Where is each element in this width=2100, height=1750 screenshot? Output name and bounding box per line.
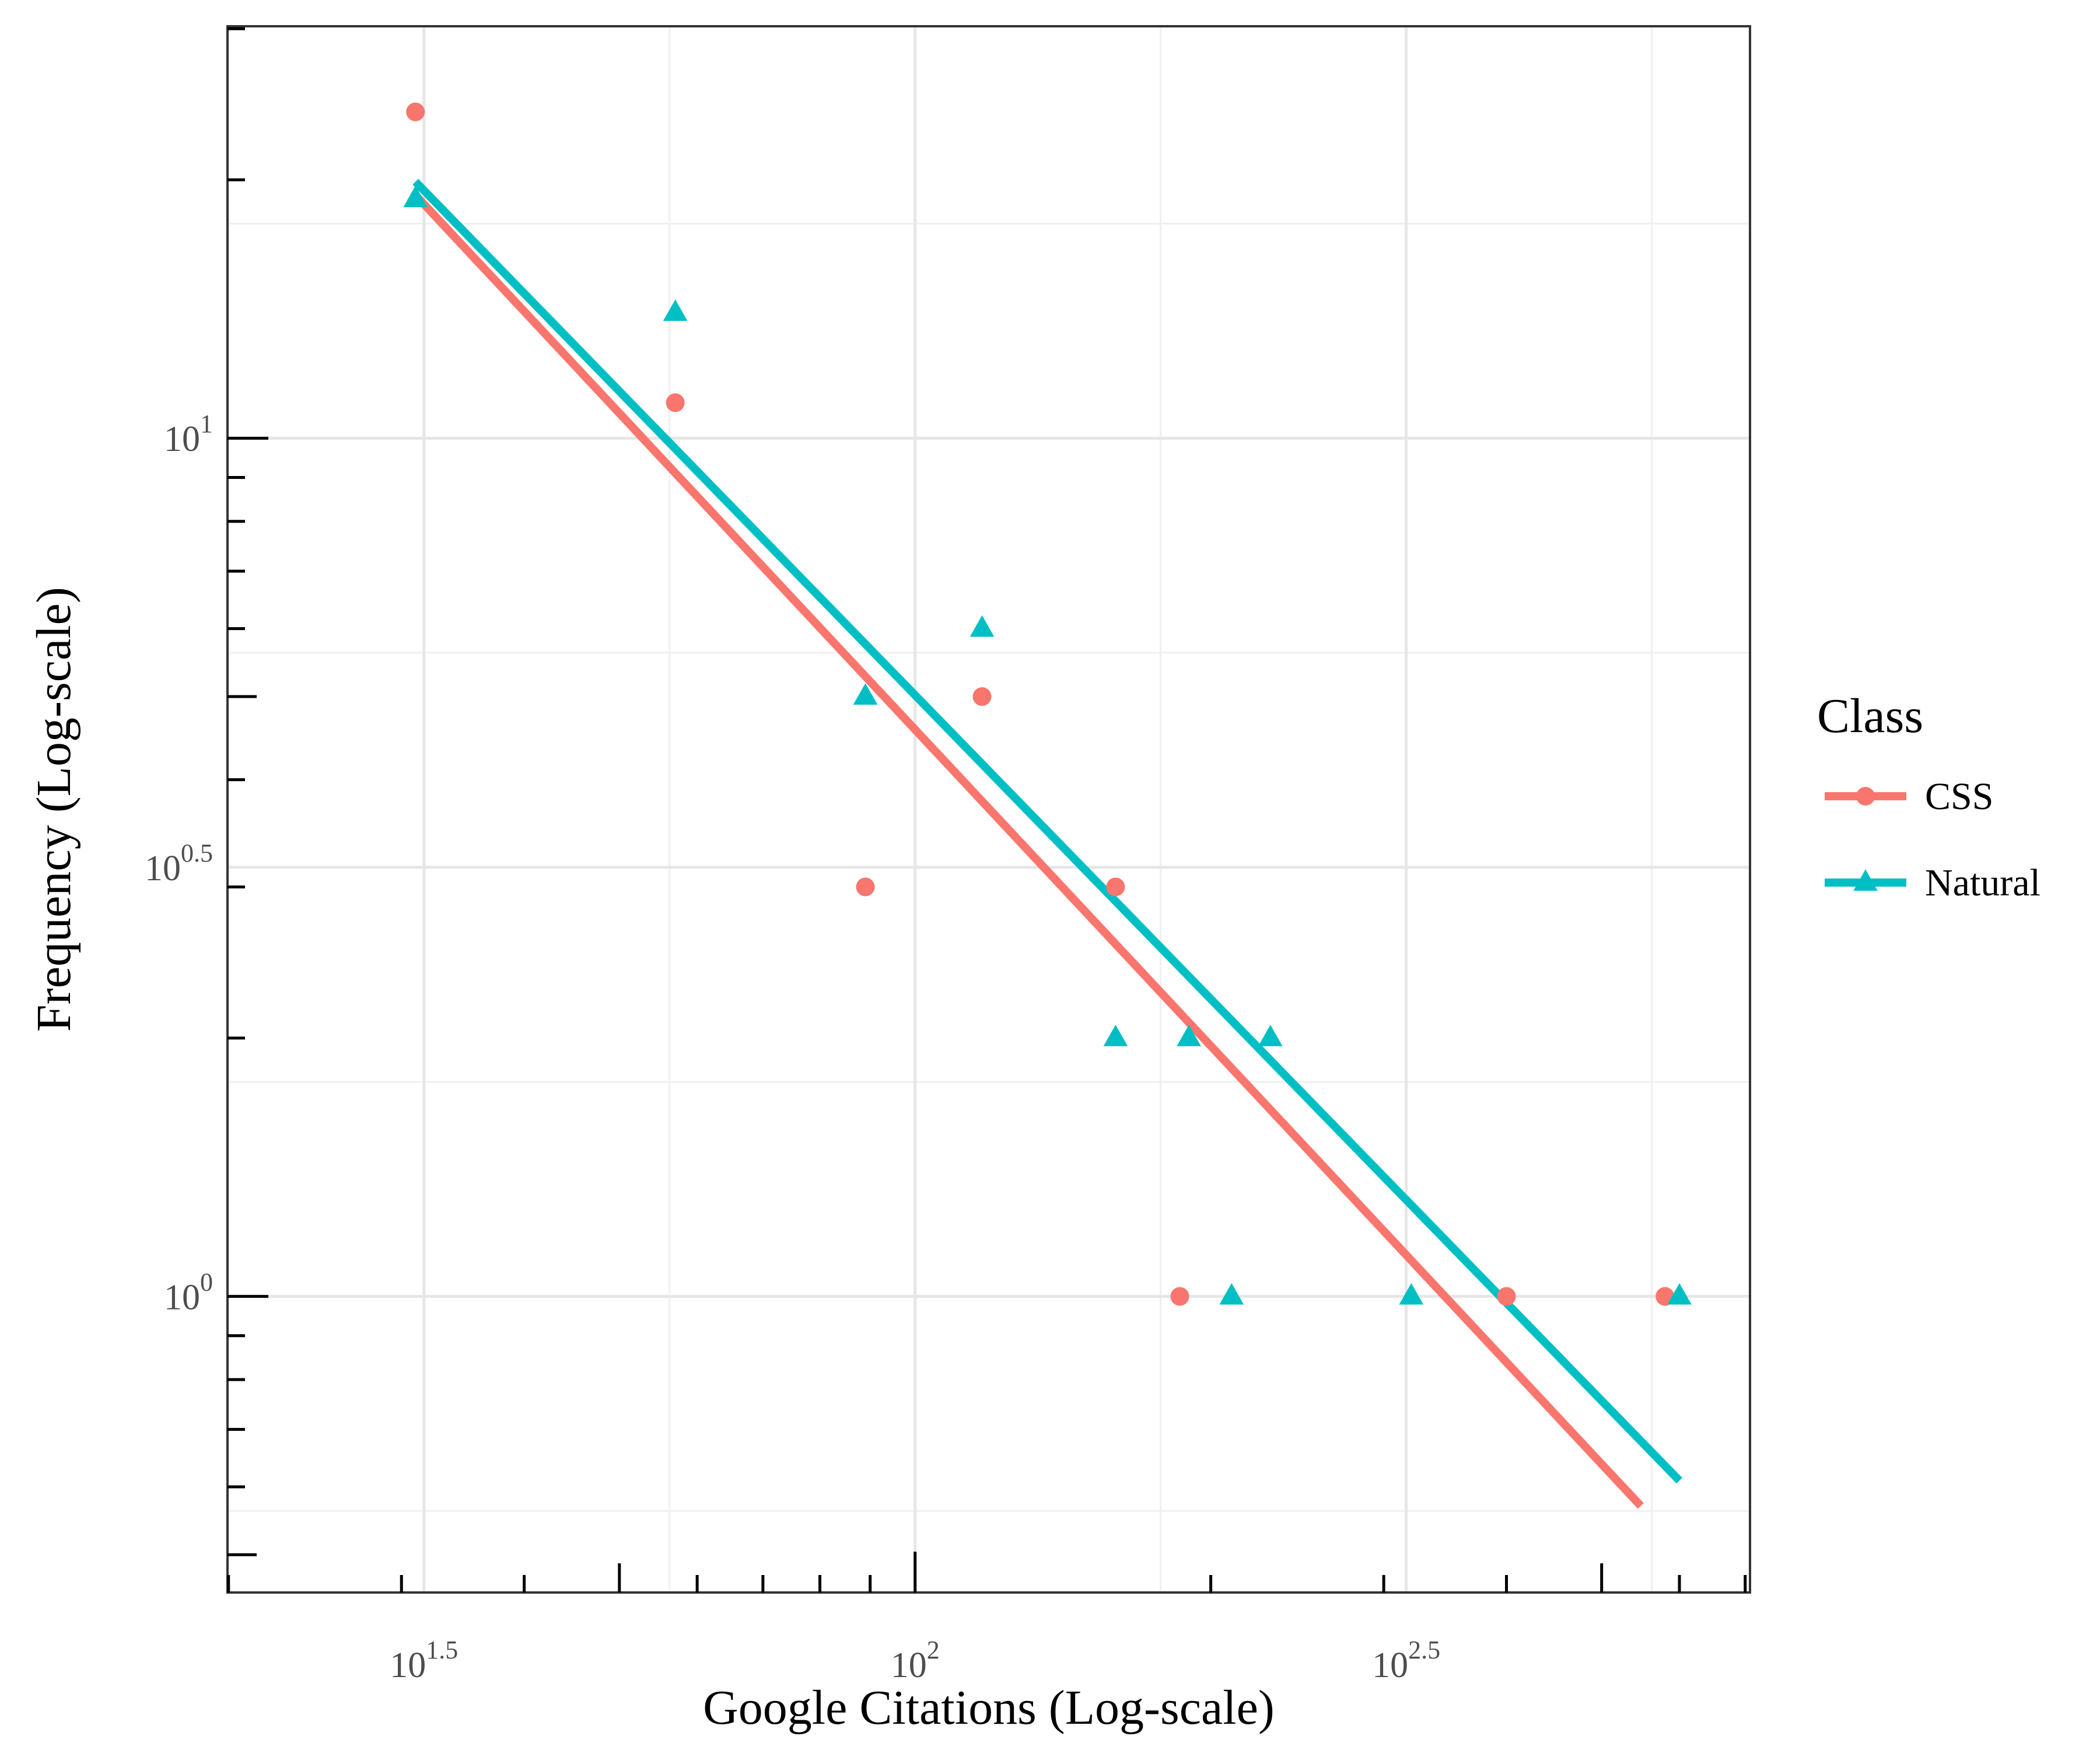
legend: Class CSS Natural [1817,689,2041,904]
legend-marker-natural [1853,869,1878,891]
x-tick-label: 101.5 [390,1636,458,1685]
legend-label-css: CSS [1925,775,1993,818]
natural-point [1219,1283,1244,1305]
x-tick-exponent: 1.5 [426,1636,458,1664]
y-tick-label: 100.5 [145,839,213,888]
x-tick-label: 102.5 [1372,1636,1440,1685]
x-tick-label: 102 [891,1636,940,1685]
x-tick-base: 10 [390,1646,426,1685]
natural-point [1399,1283,1424,1305]
legend-key-css [1825,787,1906,806]
natural-point [403,186,428,208]
y-tick-base: 10 [164,419,200,459]
y-tick-exponent: 0 [200,1268,213,1296]
x-tick-labels: 101.5 102 102.5 [390,1636,1440,1685]
css-point [972,687,992,706]
y-tick-label: 100 [164,1268,213,1317]
x-tick-base: 10 [891,1646,927,1685]
css-point [1497,1287,1516,1306]
natural-point [853,683,878,705]
legend-label-natural: Natural [1925,862,2041,904]
axis-ticks [227,27,1747,1592]
x-tick-exponent: 2 [927,1636,940,1664]
y-axis-title: Frequency (Log-scale) [27,587,81,1032]
css-point [1106,877,1125,897]
css-fit-line [412,192,1644,1509]
x-axis-title: Google Citations (Log-scale) [703,1681,1275,1735]
y-tick-exponent: 0.5 [181,839,213,867]
natural-point [1177,1024,1201,1046]
legend-key-natural [1825,869,1906,891]
y-tick-base: 10 [145,849,181,888]
major-gridlines [228,26,1750,1592]
legend-marker-css [1856,787,1875,806]
data-points [403,102,1692,1306]
x-tick-exponent: 2.5 [1408,1636,1440,1664]
minor-gridlines [228,26,1750,1592]
y-tick-base: 10 [164,1278,200,1317]
plot-panel-border [226,25,1751,1594]
css-point [406,102,425,121]
css-point [1170,1287,1189,1306]
css-point [856,877,875,897]
y-tick-label: 101 [164,410,213,459]
natural-point [1667,1283,1692,1305]
y-tick-exponent: 1 [200,410,213,438]
natural-point [663,299,688,321]
natural-point [1258,1024,1283,1046]
fit-lines [412,178,1683,1509]
natural-fit-line [412,178,1683,1484]
x-tick-base: 10 [1372,1646,1408,1685]
css-point [666,393,685,412]
natural-point [1103,1024,1128,1046]
legend-title: Class [1817,689,1923,743]
natural-point [970,615,995,637]
